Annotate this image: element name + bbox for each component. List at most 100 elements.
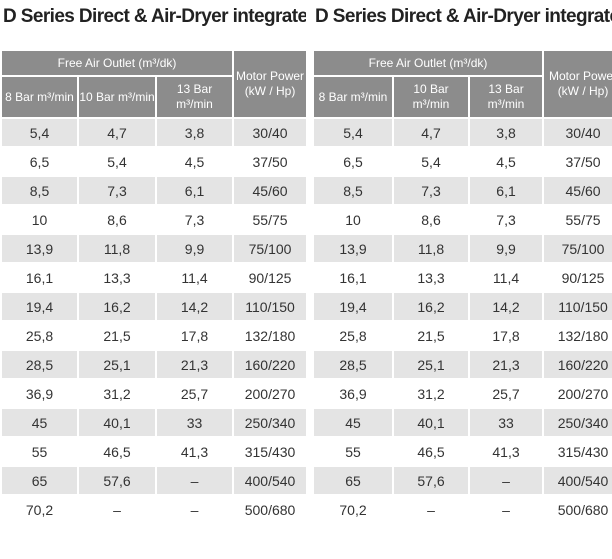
group-header: Free Air Outlet (m³/dk) xyxy=(312,49,545,77)
cell: 3,8 xyxy=(154,117,235,148)
data-row: 25,8 21,5 17,8 132/180 xyxy=(312,320,612,351)
cell: 41,3 xyxy=(467,436,545,467)
cell: 8,5 xyxy=(0,175,79,206)
cell: 75/100 xyxy=(232,233,306,264)
cell: 90/125 xyxy=(542,262,612,293)
cell: 65 xyxy=(0,465,79,496)
cell: 40,1 xyxy=(392,407,470,438)
cell: 36,9 xyxy=(0,378,79,409)
cell: 132/180 xyxy=(232,320,306,351)
cell: 90/125 xyxy=(232,262,306,293)
cell: 110/150 xyxy=(542,291,612,322)
data-row: 16,1 13,3 11,4 90/125 xyxy=(0,262,306,293)
cell: 6,1 xyxy=(154,175,235,206)
cell: 46,5 xyxy=(77,436,157,467)
cell: 6,5 xyxy=(0,146,79,177)
cell: 200/270 xyxy=(232,378,306,409)
cell: 160/220 xyxy=(542,349,612,380)
cell: 25,7 xyxy=(467,378,545,409)
cell: 25,8 xyxy=(0,320,79,351)
data-row: 8,5 7,3 6,1 45/60 xyxy=(312,175,612,206)
cell: 4,5 xyxy=(154,146,235,177)
cell: 55/75 xyxy=(542,204,612,235)
column-header: 10 Bar m³/min xyxy=(392,75,470,119)
table-title: D Series Direct & Air-Dryer integrated xyxy=(315,6,612,27)
cell: 55 xyxy=(0,436,79,467)
cell: 6,1 xyxy=(467,175,545,206)
motor-header: Motor Power (kW / Hp) xyxy=(232,49,306,119)
cell: 28,5 xyxy=(0,349,79,380)
cell: 16,1 xyxy=(0,262,79,293)
cell: – xyxy=(154,494,235,525)
cell: 5,4 xyxy=(312,117,394,148)
cell: 55 xyxy=(312,436,394,467)
data-row: 45 40,1 33 250/340 xyxy=(312,407,612,438)
data-row: 65 57,6–400/540 xyxy=(312,465,612,496)
cell: 33 xyxy=(154,407,235,438)
table-panel: D Series Direct & Air-Dryer integrated Fr… xyxy=(312,0,612,559)
motor-header: Motor Power (kW / Hp) xyxy=(542,49,612,119)
column-header: 8 Bar m³/min xyxy=(312,75,394,119)
data-row: 25,8 21,5 17,8 132/180 xyxy=(0,320,306,351)
cell: 33 xyxy=(467,407,545,438)
cell: 200/270 xyxy=(542,378,612,409)
column-header: 13 Bar m³/min xyxy=(154,75,235,119)
cell: 37/50 xyxy=(232,146,306,177)
data-row: 6,5 5,4 4,5 37/50 xyxy=(312,146,612,177)
cell: 110/150 xyxy=(232,291,306,322)
cell: 40,1 xyxy=(77,407,157,438)
cell: 315/430 xyxy=(232,436,306,467)
data-row: 19,4 16,2 14,2 110/150 xyxy=(0,291,306,322)
cell: 16,2 xyxy=(77,291,157,322)
cell: 70,2 xyxy=(312,494,394,525)
cell: 13,3 xyxy=(392,262,470,293)
cell: 37/50 xyxy=(542,146,612,177)
cell: 75/100 xyxy=(542,233,612,264)
cell: 16,1 xyxy=(312,262,394,293)
cell: 31,2 xyxy=(77,378,157,409)
cell: 13,9 xyxy=(0,233,79,264)
cell: 13,9 xyxy=(312,233,394,264)
data-row: 5,4 4,7 3,8 30/40 xyxy=(0,117,306,148)
cell: 8,6 xyxy=(392,204,470,235)
cell: 250/340 xyxy=(542,407,612,438)
cell: 36,9 xyxy=(312,378,394,409)
cell: 57,6 xyxy=(392,465,470,496)
cell: 17,8 xyxy=(154,320,235,351)
data-row: 70,2– –500/680 xyxy=(312,494,612,525)
cell: 45 xyxy=(0,407,79,438)
cell: 65 xyxy=(312,465,394,496)
cell: 19,4 xyxy=(0,291,79,322)
cell: 3,8 xyxy=(467,117,545,148)
data-row: 13,9 11,8 9,9 75/100 xyxy=(0,233,306,264)
group-header: Free Air Outlet (m³/dk) xyxy=(0,49,235,77)
cell: 132/180 xyxy=(542,320,612,351)
cell: 11,4 xyxy=(467,262,545,293)
cell: 400/540 xyxy=(542,465,612,496)
data-row: 6,5 5,4 4,5 37/50 xyxy=(0,146,306,177)
column-header: 8 Bar m³/min xyxy=(0,75,79,119)
cell: 31,2 xyxy=(392,378,470,409)
cell: 25,7 xyxy=(154,378,235,409)
cell: 17,8 xyxy=(467,320,545,351)
cell: 21,5 xyxy=(392,320,470,351)
cell: 4,5 xyxy=(467,146,545,177)
cell: 7,3 xyxy=(154,204,235,235)
data-row: 28,5 25,1 21,3 160/220 xyxy=(0,349,306,380)
header-row: 8 Bar m³/min 10 Bar m³/min 13 Bar m³/min xyxy=(312,75,612,119)
cell: – xyxy=(77,494,157,525)
data-row: 16,1 13,3 11,4 90/125 xyxy=(312,262,612,293)
cell: – xyxy=(392,494,470,525)
data-row: 65 57,6–400/540 xyxy=(0,465,306,496)
spec-table: Free Air Outlet (m³/dk) Motor Power (kW /… xyxy=(312,49,612,525)
column-header: 13 Bar m³/min xyxy=(467,75,545,119)
data-row: 36,9 31,2 25,7 200/270 xyxy=(312,378,612,409)
cell: 41,3 xyxy=(154,436,235,467)
cell: 8,5 xyxy=(312,175,394,206)
cell: – xyxy=(467,465,545,496)
cell: 500/680 xyxy=(232,494,306,525)
cell: 400/540 xyxy=(232,465,306,496)
cell: 10 xyxy=(312,204,394,235)
cell: 11,8 xyxy=(77,233,157,264)
